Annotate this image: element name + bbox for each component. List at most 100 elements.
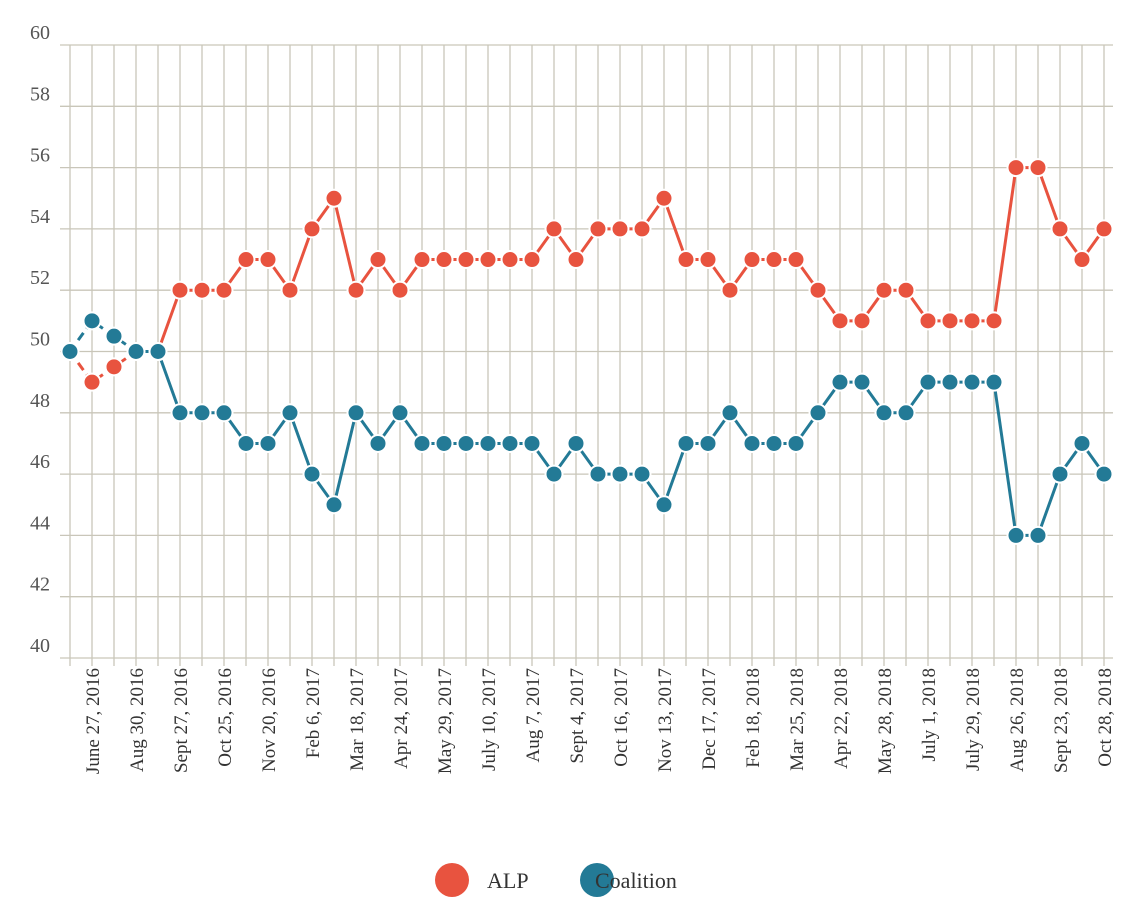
alp-line [156,166,1106,353]
x-tick-label: May 29, 2017 [435,668,456,774]
alp-point [280,280,300,300]
coalition-point [368,433,388,453]
y-tick-label: 46 [30,451,50,473]
alp-point [962,311,982,331]
alp-point [500,250,520,270]
x-tick-label: Apr 24, 2017 [391,668,412,769]
grid [60,44,1113,666]
coalition-point [610,464,630,484]
alp-point [434,250,454,270]
y-tick-label: 60 [30,22,50,44]
x-tick-label: July 29, 2018 [963,668,984,771]
coalition-point [962,372,982,392]
coalition-point [742,433,762,453]
x-tick-label: Oct 25, 2016 [215,668,236,767]
coalition-point [390,403,410,423]
coalition-point [654,495,674,515]
coalition-point [258,433,278,453]
alp-point [456,250,476,270]
legend: ALP Coalition [435,863,677,897]
x-tick-label: Dec 17, 2017 [699,668,720,770]
coalition-point [676,433,696,453]
legend-label-alp: ALP [487,868,529,893]
x-tick-label: Nov 20, 2016 [259,668,280,772]
alp-point [918,311,938,331]
alp-point [654,188,674,208]
coalition-point [1050,464,1070,484]
x-tick-label: Feb 18, 2018 [743,668,764,768]
alp-point [1094,219,1114,239]
x-tick-label: July 10, 2017 [479,668,500,771]
coalition-point [786,433,806,453]
alp-point [874,280,894,300]
alp-point [258,250,278,270]
coalition-point [544,464,564,484]
x-tick-label: June 27, 2016 [83,668,104,774]
x-tick-label: Oct 28, 2018 [1095,668,1116,767]
legend-marker-coalition [580,863,614,897]
coalition-point [126,342,146,361]
coalition-point [940,372,960,392]
x-tick-label: Aug 26, 2018 [1007,668,1028,772]
x-tick-label: July 1, 2018 [919,668,940,761]
x-tick-label: Mar 25, 2018 [787,668,808,771]
alp-point [236,250,256,270]
coalition-point [874,403,894,423]
x-tick-label: Aug 7, 2017 [523,668,544,762]
coalition-point [764,433,784,453]
x-tick-label: Sept 27, 2016 [171,668,192,773]
alp-point [368,250,388,270]
alp-point [940,311,960,331]
coalition-point [192,403,212,423]
alp-point [808,280,828,300]
coalition-point [236,433,256,453]
coalition-point [104,326,124,346]
coalition-point [588,464,608,484]
y-axis: 40 42 44 46 48 50 52 54 56 58 60 [30,22,50,657]
x-tick-label: Oct 16, 2017 [611,668,632,767]
alp-point [390,280,410,300]
coalition-point [478,433,498,453]
coalition-point [1028,525,1048,545]
coalition-point [566,433,586,453]
alp-point [698,250,718,270]
coalition-point [214,403,234,423]
coalition-point [1072,433,1092,453]
alp-point [896,280,916,300]
y-tick-label: 48 [30,390,50,412]
alp-point [1028,158,1048,178]
y-tick-label: 56 [30,145,50,167]
coalition-point [632,464,652,484]
alp-point [984,311,1004,331]
coalition-point [984,372,1004,392]
alp-point [302,219,322,239]
alp-point [588,219,608,239]
x-tick-label: Nov 13, 2017 [655,668,676,772]
coalition-point [82,311,102,331]
coalition-point [280,403,300,423]
coalition-point [1094,464,1114,484]
coalition-point [434,433,454,453]
x-tick-label: Sept 23, 2018 [1051,668,1072,773]
coalition-line [156,350,1106,537]
alp-point [566,250,586,270]
alp-point [786,250,806,270]
coalition-point [500,433,520,453]
coalition-point [698,433,718,453]
coalition-point [148,342,168,361]
x-tick-label: May 28, 2018 [875,668,896,774]
x-tick-label: Apr 22, 2018 [831,668,852,769]
y-tick-label: 50 [30,329,50,351]
coalition-point [456,433,476,453]
alp-point [82,372,102,392]
alp-point [104,357,124,377]
y-tick-label: 44 [30,512,50,534]
alp-point [720,280,740,300]
alp-point [742,250,762,270]
legend-label-coalition: Coalition [595,868,677,893]
x-tick-label: Aug 30, 2016 [127,668,148,772]
y-tick-label: 42 [30,574,50,596]
coalition-point [808,403,828,423]
alp-point [1072,250,1092,270]
